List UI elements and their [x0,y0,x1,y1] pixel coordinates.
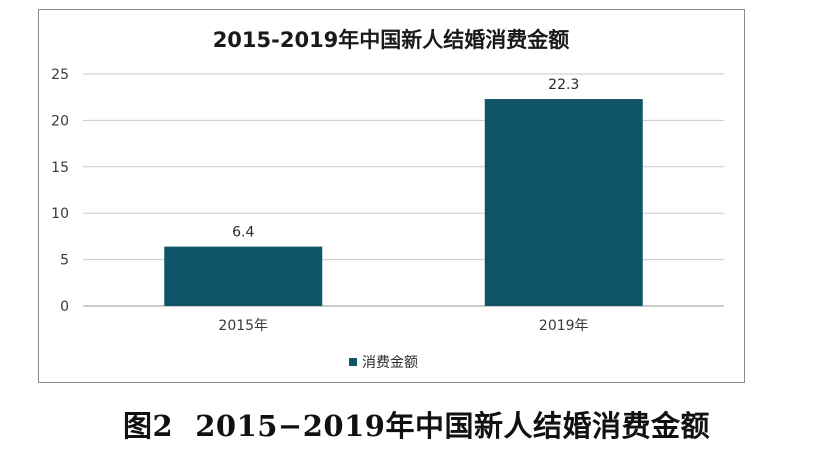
bar [164,246,323,306]
x-tick-label: 2015年 [218,318,268,334]
legend: 消费金额 [349,355,418,371]
legend-label: 消费金额 [362,355,418,371]
figure-caption: 图2 2015−2019年中国新人结婚消费金额 [0,403,833,445]
y-tick-label: 5 [60,253,69,269]
y-axis-ticks: 0 5 10 15 20 25 [51,67,69,315]
legend-swatch [349,358,357,366]
chart-frame: 2015-2019年中国新人结婚消费金额 0 5 10 15 20 25 6.4 22.3 … [38,9,745,383]
data-label: 6.4 [232,225,254,241]
bar [484,99,643,306]
data-label: 22.3 [548,77,579,93]
figure-number: 图2 [123,409,174,443]
y-tick-label: 10 [51,206,69,222]
bars: 6.4 22.3 [164,77,643,306]
x-axis-ticks: 2015年 2019年 [218,318,588,334]
chart-title: 2015-2019年中国新人结婚消费金额 [213,28,570,52]
y-tick-label: 20 [51,113,69,129]
figure-caption-text: 2015−2019年中国新人结婚消费金额 [195,409,710,443]
x-tick-label: 2019年 [539,318,589,334]
y-tick-label: 25 [51,67,69,83]
y-tick-label: 15 [51,160,69,176]
y-tick-label: 0 [60,299,69,315]
